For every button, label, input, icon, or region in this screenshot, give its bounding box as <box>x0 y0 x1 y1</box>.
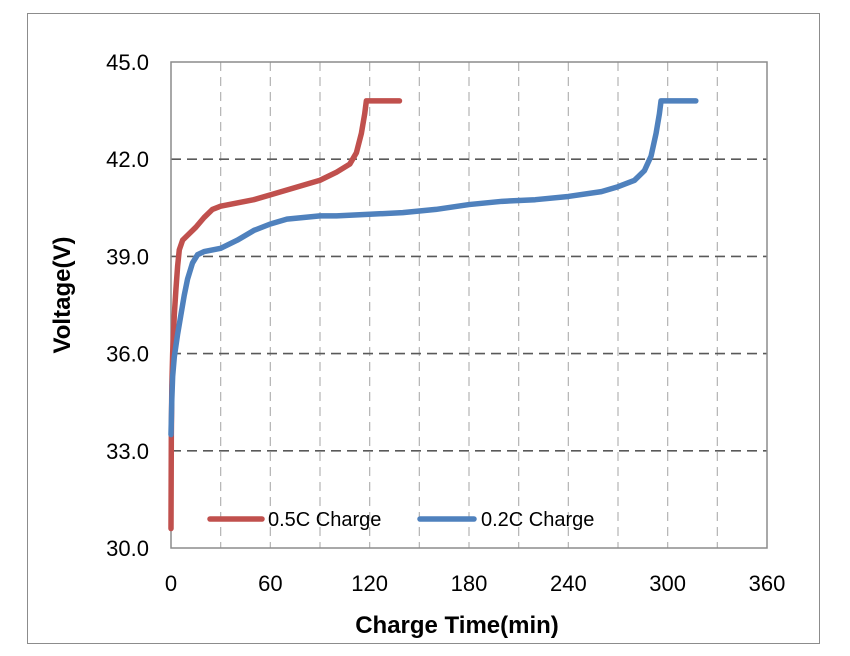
legend-label-0-5c-charge: 0.5C Charge <box>268 509 381 531</box>
grid <box>171 62 767 548</box>
chart-frame <box>27 13 820 644</box>
x-tick-label: 180 <box>451 571 488 596</box>
x-tick-label: 60 <box>258 571 282 596</box>
x-axis-title: Charge Time(min) <box>355 612 559 639</box>
y-axis-title: Voltage(V) <box>49 237 76 354</box>
x-tick-label: 360 <box>749 571 786 596</box>
series-line-0-2c-charge <box>168 98 699 438</box>
legend-label-0-2c-charge: 0.2C Charge <box>481 509 594 531</box>
legend: 0.5C Charge 0.2C Charge <box>207 509 594 531</box>
y-tick-label: 33.0 <box>106 439 149 464</box>
y-tick-label: 45.0 <box>106 50 149 75</box>
y-tick-label: 36.0 <box>106 342 149 367</box>
y-tick-label: 42.0 <box>106 147 149 172</box>
x-tick-label: 120 <box>351 571 388 596</box>
y-tick-label: 30.0 <box>106 536 149 561</box>
plot-area <box>170 61 768 549</box>
x-tick-label: 240 <box>550 571 587 596</box>
x-axis-ticks: 0 60 120 180 240 300 360 <box>165 571 785 596</box>
y-axis-ticks: 30.0 33.0 36.0 39.0 42.0 45.0 <box>106 50 149 561</box>
y-tick-label: 39.0 <box>106 244 149 269</box>
series-line-0-5c-charge <box>168 98 403 532</box>
x-tick-label: 300 <box>649 571 686 596</box>
x-tick-label: 0 <box>165 571 177 596</box>
series <box>168 98 699 532</box>
